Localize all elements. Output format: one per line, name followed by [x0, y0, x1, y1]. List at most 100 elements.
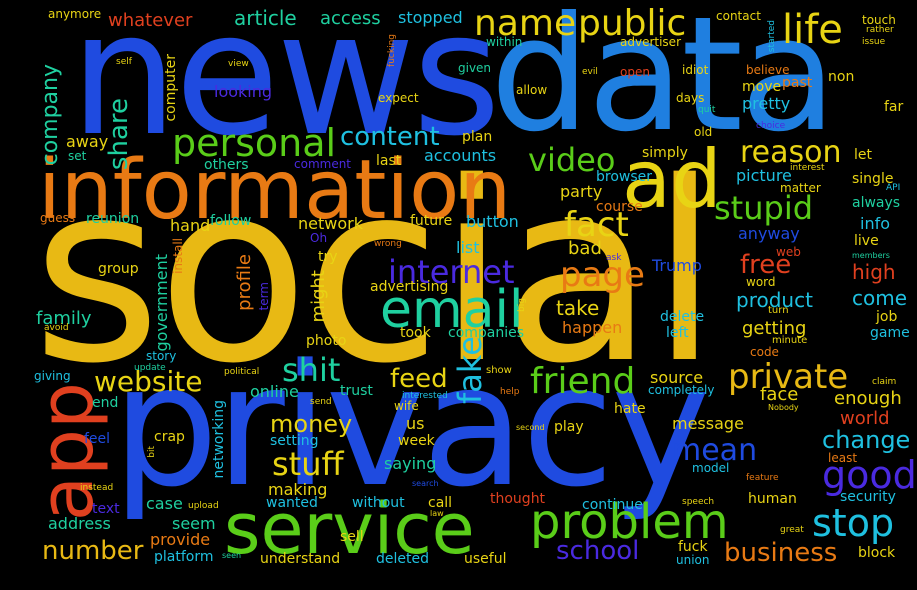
word-network: network [298, 214, 363, 233]
word-video: video [528, 141, 616, 179]
word-guess: guess [40, 211, 76, 225]
word-ad: ad [622, 133, 722, 226]
word-story: story [146, 349, 177, 363]
word-block: block [858, 545, 896, 561]
word-interested: interested [402, 391, 448, 401]
word-business: business [724, 538, 838, 568]
word-avoid: avoid [44, 323, 69, 333]
word-whatever: whatever [108, 10, 193, 31]
word-might: might [308, 270, 329, 323]
word-claim: claim [872, 377, 897, 387]
word-number: number [42, 536, 144, 566]
word-given: given [458, 61, 492, 75]
word-access: access [320, 8, 381, 29]
word-free: free [740, 250, 792, 280]
word-contact: contact [716, 9, 761, 23]
word-turn: turn [768, 305, 789, 316]
word-away: away [66, 132, 109, 151]
word-single: single [852, 171, 894, 187]
word-quit: quit [698, 105, 716, 115]
word-past: past [782, 75, 813, 91]
word-web: web [776, 245, 801, 259]
word-getting: getting [742, 318, 807, 339]
word-social: social [32, 130, 719, 418]
word-search: search [412, 479, 439, 488]
word-thought: thought [490, 491, 546, 507]
word-Oh: Oh [310, 231, 328, 245]
word-last: last [376, 153, 402, 169]
word-making: making [268, 480, 328, 499]
word-private: private [728, 357, 849, 397]
word-sell: sell [340, 529, 364, 545]
word-take: take [556, 296, 600, 320]
word-internet: internet [388, 253, 515, 291]
word-anyway: anyway [738, 224, 800, 243]
word-happen: happen [562, 318, 623, 337]
word-without: without [352, 495, 405, 511]
word-hate: hate [614, 401, 646, 417]
word-change: change [822, 426, 911, 454]
word-article: article [234, 6, 297, 30]
word-upload: upload [188, 501, 219, 511]
word-school: school [556, 536, 640, 566]
word-self: self [116, 57, 132, 67]
word-networking: networking [211, 400, 227, 479]
word-party: party [560, 182, 603, 201]
word-public: public [578, 3, 687, 44]
word-job: job [876, 309, 898, 325]
word-members: members [852, 251, 890, 260]
word-security: security [840, 489, 896, 505]
word-always: always [852, 195, 901, 211]
word-useful: useful [464, 551, 507, 567]
word-plan: plan [462, 129, 493, 145]
word-problem: problem [530, 494, 729, 550]
word-hand: hand [170, 216, 211, 235]
word-life: life [782, 7, 843, 53]
word-feature: feature [746, 473, 779, 483]
word-speech: speech [682, 497, 715, 507]
word-view: view [228, 59, 249, 69]
word-interest: interest [790, 163, 825, 173]
word-big: big [517, 298, 527, 312]
word-great: great [780, 525, 804, 535]
word-stop: stop [812, 501, 895, 545]
word-code: code [750, 345, 779, 359]
word-fake: fake [451, 336, 489, 404]
word-expect: expect [378, 91, 419, 105]
word-provide: provide [150, 530, 211, 549]
word-website: website [94, 365, 203, 398]
word-share: share [104, 98, 134, 171]
word-us: us [406, 414, 425, 433]
word-delete: delete [660, 309, 705, 325]
word-product: product [736, 288, 813, 312]
word-family: family [36, 308, 92, 329]
word-days: days [676, 91, 705, 105]
word-call: call [428, 495, 453, 511]
word-believe: believe [746, 63, 790, 77]
word-page: page [560, 255, 645, 295]
word-come: come [852, 286, 908, 310]
word-feel: feel [84, 431, 111, 447]
word-seem: seem [172, 514, 216, 533]
word-fact: fact [564, 205, 629, 245]
word-shit: shit [282, 351, 341, 389]
word-comment: comment [294, 157, 352, 171]
word-others: others [204, 157, 249, 173]
word-touch: touch [862, 13, 896, 27]
word-human: human [748, 491, 797, 507]
word-news: news [70, 0, 501, 174]
word-allow: allow [516, 83, 548, 97]
word-within: within [486, 35, 523, 49]
word-face: face [760, 384, 799, 405]
word-text: text [92, 501, 120, 517]
word-rather: rather [866, 25, 894, 35]
word-fuck: fuck [678, 539, 708, 555]
word-high: high [852, 260, 896, 284]
word-matter: matter [780, 181, 821, 195]
word-simply: simply [642, 145, 688, 161]
word-course: course [596, 199, 643, 215]
word-friend: friend [530, 361, 636, 402]
word-wife: wife [394, 399, 419, 413]
word-government: government [152, 254, 171, 352]
